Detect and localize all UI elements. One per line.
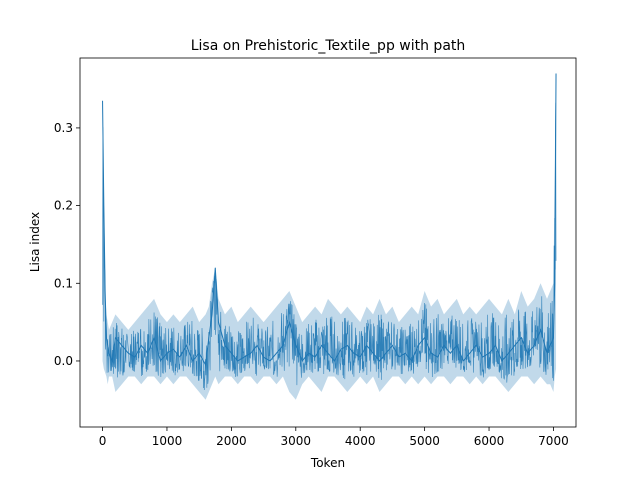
- x-tick-label: 7000: [538, 434, 569, 448]
- x-tick-label: 0: [99, 434, 107, 448]
- plot-area: [102, 73, 557, 400]
- x-tick-label: 6000: [474, 434, 505, 448]
- x-tick-label: 3000: [281, 434, 312, 448]
- x-tick-label: 2000: [216, 434, 247, 448]
- x-tick-label: 4000: [345, 434, 376, 448]
- x-axis: 0 1000 2000 3000 4000 5000 6000 7000: [99, 427, 569, 448]
- y-tick-label: 0.2: [54, 199, 73, 213]
- x-tick-label: 1000: [152, 434, 183, 448]
- y-axis: 0.0 0.1 0.2 0.3: [54, 121, 80, 368]
- series-0-trend: [102, 73, 557, 367]
- series-0-line: [102, 102, 557, 391]
- y-tick-label: 0.1: [54, 276, 73, 290]
- chart-title: Lisa on Prehistoric_Textile_pp with path: [191, 38, 466, 54]
- x-axis-label: Token: [310, 456, 345, 470]
- y-tick-label: 0.3: [54, 121, 73, 135]
- y-tick-label: 0.0: [54, 354, 73, 368]
- axes-frame: [79, 57, 577, 428]
- x-tick-label: 5000: [409, 434, 440, 448]
- y-axis-label: Lisa index: [28, 212, 42, 272]
